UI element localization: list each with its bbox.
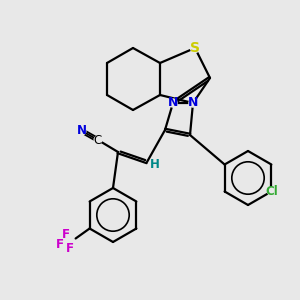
Text: H: H (150, 158, 160, 172)
Text: F: F (61, 228, 70, 241)
Circle shape (94, 136, 102, 144)
Circle shape (189, 99, 197, 107)
Circle shape (151, 161, 159, 169)
Text: Cl: Cl (265, 185, 278, 198)
Text: F: F (66, 242, 74, 255)
Text: N: N (188, 97, 198, 110)
Text: N: N (77, 124, 87, 137)
Circle shape (169, 99, 177, 107)
Circle shape (78, 127, 86, 135)
Text: C: C (94, 134, 102, 146)
Text: N: N (168, 97, 178, 110)
Circle shape (190, 44, 200, 52)
Circle shape (66, 245, 74, 252)
Text: S: S (190, 41, 200, 55)
Text: F: F (56, 238, 64, 251)
Circle shape (62, 231, 69, 238)
Circle shape (56, 241, 63, 248)
Circle shape (268, 188, 275, 195)
